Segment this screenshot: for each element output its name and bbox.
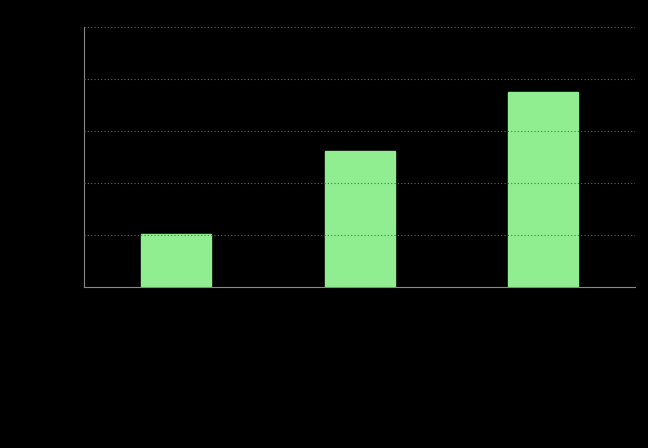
Bar — [508, 92, 578, 287]
Bar — [141, 233, 211, 287]
Bar — [325, 151, 395, 287]
